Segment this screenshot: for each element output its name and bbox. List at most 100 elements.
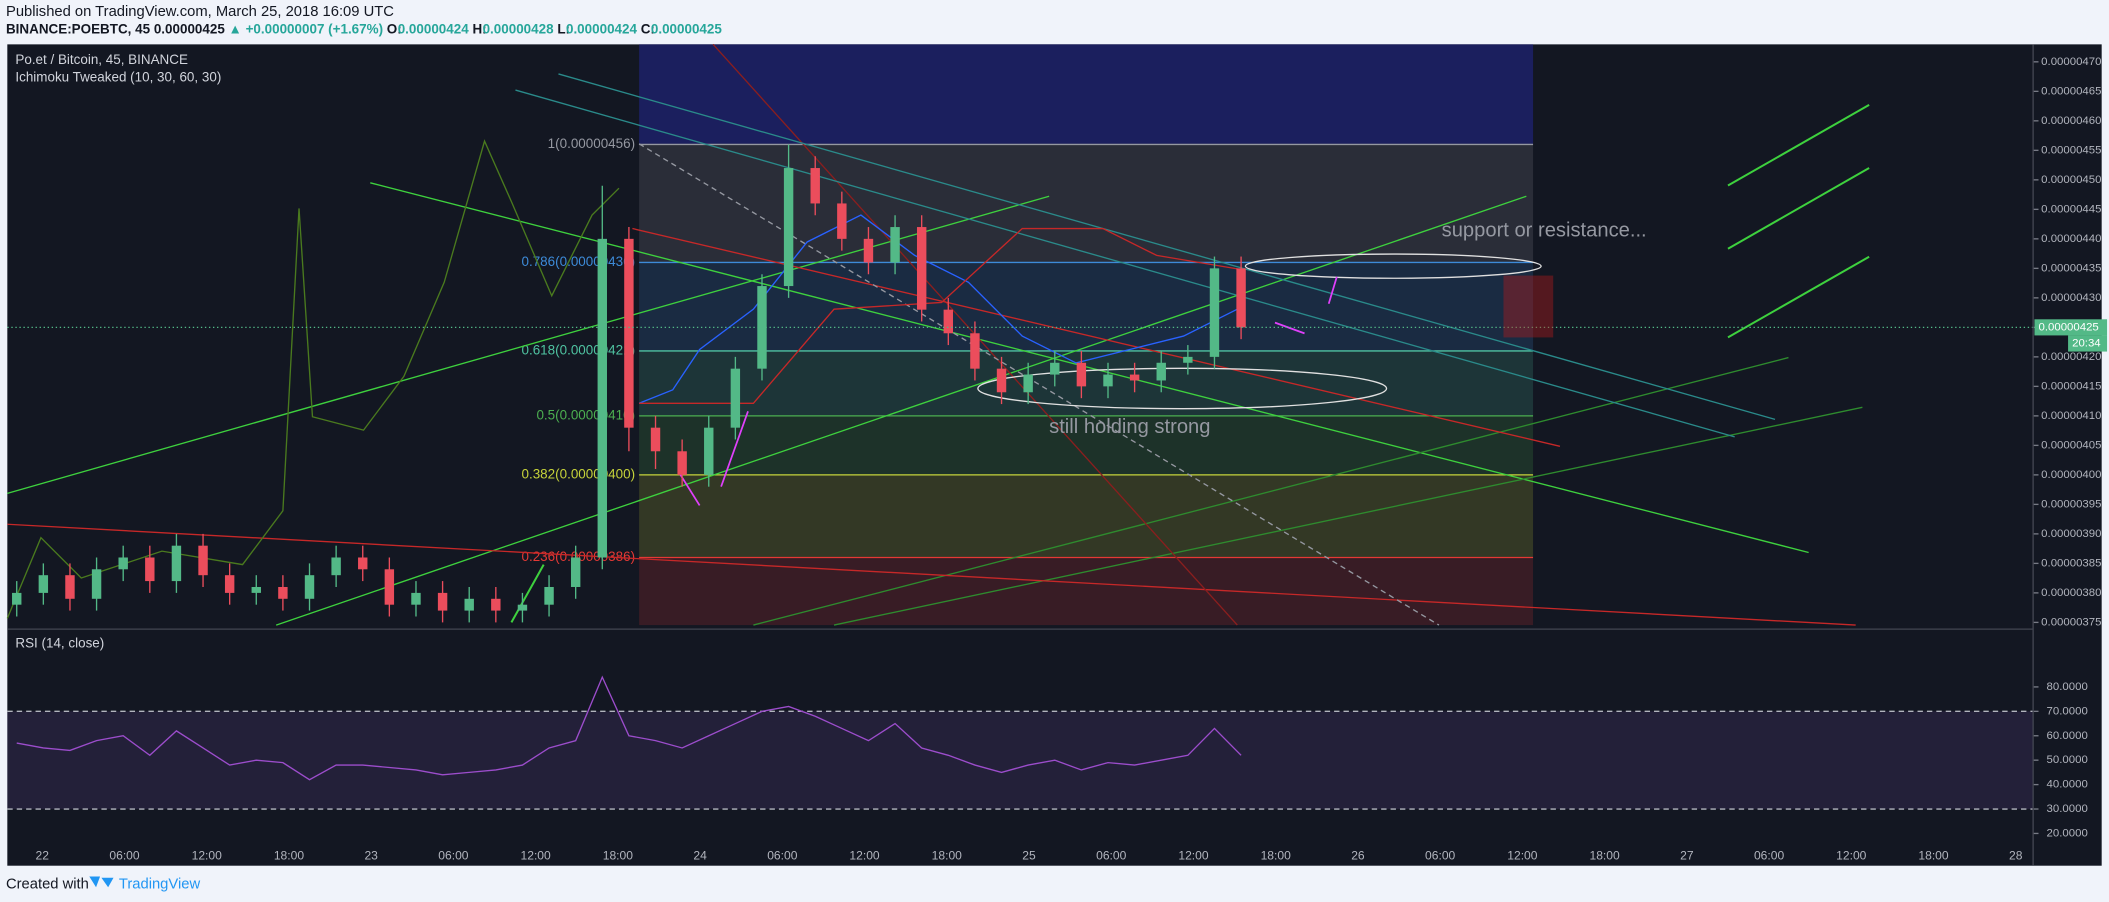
- x-tick-label: 12:00: [1507, 848, 1538, 862]
- y-tick-label: 0.00000440: [2041, 233, 2101, 245]
- candle-body: [278, 586, 288, 599]
- y-tick-label: 0.00000450: [2041, 174, 2101, 186]
- candle-body: [304, 575, 315, 599]
- y-tick-label: 0.00000395: [2041, 498, 2101, 510]
- x-tick-label: 18:00: [1918, 848, 1949, 862]
- fib-zone: [639, 262, 1534, 351]
- tv-logo: [89, 876, 114, 888]
- trendline: [638, 143, 1440, 626]
- candle-body: [544, 586, 554, 605]
- y-tick-label: 0.00000405: [2041, 439, 2101, 451]
- ellipse: [977, 367, 1388, 410]
- countdown-tag: [2068, 335, 2108, 352]
- candle-body: [704, 427, 714, 475]
- y-tick-label: 0.00000385: [2041, 557, 2101, 569]
- magenta-arrow: [678, 276, 1338, 506]
- x-tick-label: 12:00: [1178, 848, 1209, 862]
- x-tick-label: 18:00: [1261, 848, 1292, 862]
- candle-body: [730, 368, 741, 428]
- candle-body: [171, 545, 182, 582]
- h: 0.00000428: [483, 21, 555, 36]
- y-tick-label: 0.00000435: [2041, 262, 2101, 274]
- y-tick-label: 0.00000430: [2041, 292, 2101, 304]
- chart-title: Po.et / Bitcoin, 45, BINANCE: [15, 52, 188, 67]
- trendline: [753, 356, 1789, 626]
- candle-body: [38, 575, 49, 593]
- candle-body: [491, 598, 501, 611]
- candle-body: [863, 238, 874, 263]
- rsi-tick-label: 70.0000: [2047, 705, 2088, 717]
- x-tick-label: 06:00: [1425, 848, 1456, 862]
- x-tick-label: 25: [1022, 848, 1036, 862]
- y-tick-label: 0.00000420: [2041, 351, 2101, 363]
- price-tag: [2034, 319, 2108, 336]
- candle-body: [437, 592, 448, 611]
- candle-body: [810, 168, 820, 204]
- candle-body: [624, 238, 634, 428]
- trendline: [370, 182, 1809, 554]
- footer-brand[interactable]: TradingView: [119, 876, 201, 892]
- x-tick-label: 12:00: [849, 848, 880, 862]
- h-label: H:: [472, 21, 486, 36]
- candle-body: [145, 557, 155, 582]
- y-tick-label: 0.00000375: [2041, 616, 2101, 628]
- candle-body: [943, 309, 954, 334]
- change: ▲ +0.00000007 (+1.67%): [229, 21, 384, 36]
- candle-body: [783, 168, 794, 287]
- candle-body: [570, 557, 581, 587]
- x-tick-label: 06:00: [1754, 848, 1785, 862]
- x-tick-label: 26: [1351, 848, 1365, 862]
- fib-label: 0.786(0.00000436): [522, 254, 636, 269]
- annotation: support or resistance...: [1442, 220, 1647, 242]
- x-tick-label: 12:00: [1836, 848, 1867, 862]
- y-tick-label: 0.00000460: [2041, 115, 2101, 127]
- last: 0.00000425: [154, 21, 226, 36]
- candle-body: [1209, 268, 1220, 357]
- symbol: BINANCE:POEBTC, 45: [6, 21, 151, 36]
- green-arrow: [510, 103, 1870, 623]
- x-tick-label: 22: [36, 848, 50, 862]
- rsi-title: RSI (14, close): [15, 635, 104, 650]
- candle-body: [837, 203, 847, 239]
- chart-bg: [7, 44, 2102, 866]
- cloud-tip: [1503, 275, 1554, 338]
- fib-label: 0.5(0.00000410): [536, 407, 635, 422]
- candle-body: [970, 333, 980, 369]
- candle-body: [1050, 362, 1060, 375]
- x-tick-label: 12:00: [192, 848, 223, 862]
- x-tick-label: 06:00: [767, 848, 798, 862]
- base-line: [639, 227, 1238, 404]
- y-tick-label: 0.00000445: [2041, 203, 2101, 215]
- o-label: O:: [387, 21, 402, 36]
- footer-created: Created with: [6, 876, 89, 892]
- countdown: 20:34: [2072, 338, 2101, 350]
- x-tick-label: 18:00: [274, 848, 305, 862]
- candle-body: [1156, 362, 1166, 381]
- candle-body: [65, 575, 75, 599]
- rsi-band: [7, 711, 2034, 810]
- candle-body: [118, 557, 128, 570]
- rsi-tick-label: 30.0000: [2047, 803, 2088, 815]
- fib-zone: [639, 144, 1534, 263]
- candle-body: [1103, 374, 1113, 387]
- trendline: [833, 406, 1863, 626]
- c-label: C:: [641, 21, 655, 36]
- candle-body: [677, 451, 687, 475]
- y-tick-label: 0.00000400: [2041, 469, 2101, 481]
- x-tick-label: 24: [693, 848, 707, 862]
- y-tick-label: 0.00000415: [2041, 380, 2101, 392]
- candle-body: [1183, 356, 1193, 363]
- trendline: [515, 89, 1735, 438]
- price-tag-label: 0.00000425: [2039, 321, 2099, 333]
- trendline: [7, 195, 1050, 494]
- candle-body: [464, 598, 474, 611]
- fib-zone: [639, 474, 1534, 558]
- o: 0.00000424: [398, 21, 470, 36]
- y-tick-label: 0.00000470: [2041, 56, 2101, 68]
- annotation: still holding strong: [1049, 416, 1210, 438]
- fib-label: 1(0.00000456): [548, 136, 635, 151]
- fib-zone: [639, 415, 1534, 475]
- candle-body: [650, 427, 661, 452]
